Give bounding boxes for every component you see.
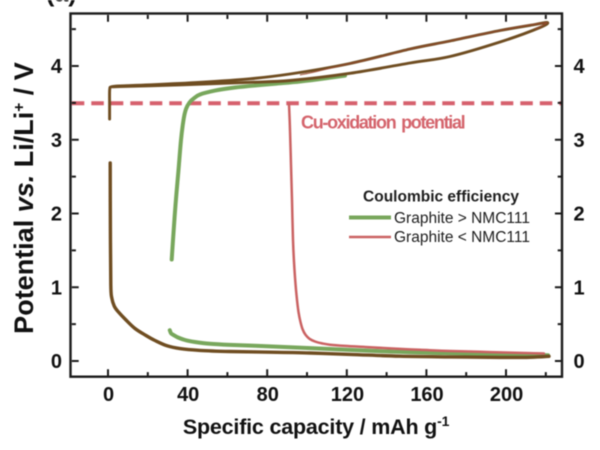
svg-text:120: 120 <box>331 384 364 406</box>
svg-text:4: 4 <box>574 56 586 78</box>
svg-text:1: 1 <box>51 277 62 299</box>
svg-text:2: 2 <box>574 204 585 226</box>
svg-text:3: 3 <box>51 130 62 152</box>
svg-text:200: 200 <box>490 384 523 406</box>
svg-text:2: 2 <box>51 204 62 226</box>
svg-text:3: 3 <box>574 130 585 152</box>
svg-text:4: 4 <box>51 56 63 78</box>
svg-text:Graphite < NMC111: Graphite < NMC111 <box>394 229 530 246</box>
svg-text:40: 40 <box>177 384 199 406</box>
svg-text:Potential vs. Li/Li+ / V: Potential vs. Li/Li+ / V <box>9 62 39 334</box>
svg-text:0: 0 <box>103 384 114 406</box>
svg-text:Cu-oxidation potential: Cu-oxidation potential <box>301 113 465 133</box>
svg-text:160: 160 <box>410 384 443 406</box>
svg-text:Graphite > NMC111: Graphite > NMC111 <box>394 210 530 227</box>
svg-text:80: 80 <box>257 384 279 406</box>
svg-text:1: 1 <box>574 277 585 299</box>
svg-text:Coulombic efficiency: Coulombic efficiency <box>363 189 519 206</box>
svg-text:Specific capacity / mAh g-1: Specific capacity / mAh g-1 <box>183 413 450 439</box>
svg-text:0: 0 <box>574 351 585 373</box>
svg-text:(a): (a) <box>46 0 77 8</box>
svg-text:0: 0 <box>51 351 62 373</box>
